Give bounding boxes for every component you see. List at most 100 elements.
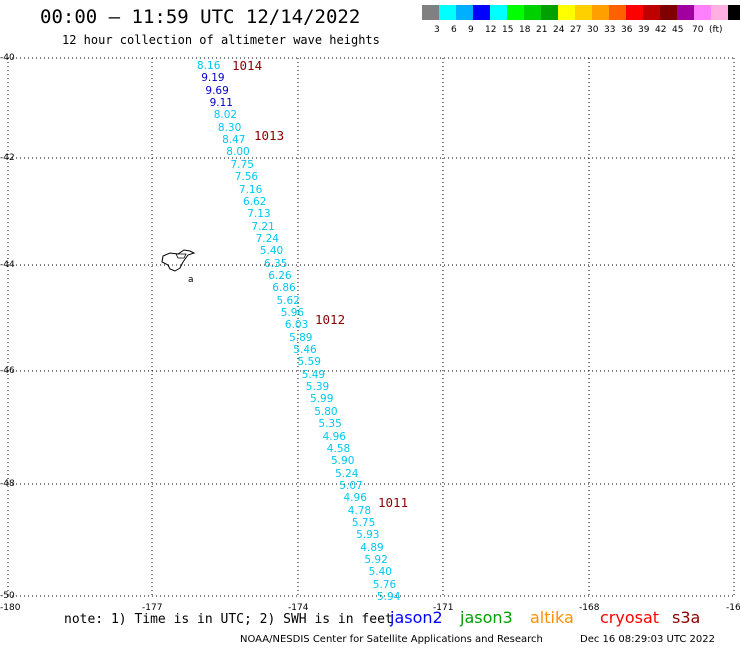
color-scale-label: 3: [434, 25, 440, 35]
wave-height-label: 9.19: [201, 72, 225, 85]
wave-height-label: 5.94: [377, 591, 401, 603]
latitude-label: -42: [0, 153, 15, 163]
wave-height-label: 5.46: [293, 344, 317, 356]
wave-height-label: 5.39: [305, 381, 330, 394]
color-scale-label: 9: [468, 25, 474, 35]
color-swatch: [473, 5, 490, 20]
color-scale-label: 42: [655, 25, 667, 35]
wave-height-label: 4.89: [360, 541, 384, 554]
wave-height-label: 4.96: [343, 492, 367, 505]
note-text: note: 1) Time is in UTC; 2) SWH is in fe…: [64, 612, 393, 627]
legend-jason2: jason2: [390, 608, 443, 627]
color-swatch: [422, 5, 439, 20]
graticule: [7, 57, 735, 597]
legend-s3a: s3a: [672, 608, 701, 627]
wave-height-label: 5.49: [301, 368, 326, 381]
color-scale-label: 12: [485, 25, 497, 35]
wave-height-label: 8.02: [213, 109, 238, 122]
wave-height-label: 5.40: [259, 245, 284, 258]
wave-height-label: 5.89: [289, 331, 313, 344]
map-title: 00:00 – 11:59 UTC 12/14/2022: [40, 6, 361, 28]
wave-height-label: 5.99: [310, 393, 334, 406]
color-scale-label: 27: [570, 25, 582, 35]
footer-timestamp: Dec 16 08:29:03 UTC 2022: [580, 634, 715, 645]
color-scale-label: 24: [553, 25, 565, 35]
color-scale-label: 18: [519, 25, 531, 35]
latitude-label: -48: [0, 479, 15, 489]
color-swatch: [626, 5, 643, 20]
color-swatch: [524, 5, 541, 20]
pressure-label: 1011: [378, 495, 409, 510]
wave-height-label: 5.92: [364, 554, 388, 566]
wave-height-label: 9.11: [209, 97, 233, 109]
footer-credit: NOAA/NESDIS Center for Satellite Applica…: [240, 634, 543, 645]
wave-height-label: 5.76: [372, 578, 397, 591]
wave-height-label: 4.96: [322, 430, 346, 443]
color-swatch: [728, 5, 740, 20]
color-scale-label: 36: [621, 25, 633, 35]
wave-height-label: 9.69: [205, 84, 229, 97]
wave-height-label: 6.35: [264, 257, 288, 270]
island-outline: [161, 249, 196, 272]
wave-height-label: 5.24: [335, 467, 359, 480]
color-scale-label: 45: [672, 25, 684, 35]
wave-height-label: 8.16: [197, 60, 221, 72]
wave-height-label: 8.47: [222, 134, 246, 147]
color-swatch: [592, 5, 609, 20]
wave-height-label: 7.56: [234, 171, 259, 184]
latitude-label: -46: [0, 366, 15, 376]
wave-height-label: 5.40: [368, 566, 392, 579]
longitude-label: -174: [288, 603, 309, 613]
wave-height-label: 5.62: [276, 294, 300, 307]
latitude-label: -44: [0, 260, 15, 270]
color-scale-label: 30: [587, 25, 599, 35]
color-scale-label: 33: [604, 25, 616, 35]
color-swatch: [677, 5, 694, 20]
color-swatch: [575, 5, 592, 20]
longitude-label: -168: [579, 603, 600, 613]
longitude-label: -177: [142, 603, 163, 613]
color-swatch: [694, 5, 711, 20]
wave-height-label: 5.90: [331, 455, 355, 468]
longitude-label: -171: [433, 603, 454, 613]
color-scale-label: 15: [502, 25, 514, 35]
wave-height-label: 4.58: [326, 442, 351, 455]
color-swatch: [490, 5, 507, 20]
longitude-label: -16: [726, 603, 740, 613]
wave-height-label: 7.13: [247, 208, 271, 221]
latitude-label: -50: [0, 591, 15, 601]
legend-cryosat: cryosat: [600, 608, 660, 627]
wave-height-label: 6.26: [268, 269, 292, 282]
map-subtitle: 12 hour collection of altimeter wave hei…: [62, 33, 380, 47]
color-swatch: [439, 5, 456, 20]
color-swatch: [558, 5, 575, 20]
wave-height-label: 7.24: [255, 232, 279, 245]
color-swatch: [643, 5, 660, 20]
wave-height-label: 5.07: [339, 479, 363, 492]
wave-height-label: 6.86: [272, 282, 296, 295]
color-scale-label: 21: [536, 25, 548, 35]
color-swatch: [541, 5, 558, 20]
color-scale-label: 39: [638, 25, 650, 35]
color-swatch: [660, 5, 677, 20]
wave-height-label: 8.00: [226, 146, 250, 159]
wave-height-label: 7.75: [230, 158, 254, 171]
latitude-label: -40: [0, 53, 15, 63]
color-scale-label: 6: [451, 25, 457, 35]
pressure-label: 1013: [254, 128, 285, 143]
wave-height-label: 6.62: [243, 195, 267, 208]
longitude-label: -180: [0, 603, 21, 613]
wave-height-label: 5.59: [297, 356, 321, 369]
wave-height-label: 5.75: [351, 516, 376, 529]
wave-height-label: 5.96: [280, 307, 305, 319]
pressure-label: 1014: [232, 58, 263, 73]
legend-jason3: jason3: [460, 608, 513, 627]
pressure-label: 1012: [315, 312, 346, 327]
wave-height-label: 7.21: [251, 220, 275, 233]
color-scale-label: 70: [692, 25, 704, 35]
color-swatch: [711, 5, 728, 20]
color-swatch: [456, 5, 473, 20]
color-swatch: [507, 5, 524, 20]
wave-height-label: 7.16: [238, 183, 263, 196]
